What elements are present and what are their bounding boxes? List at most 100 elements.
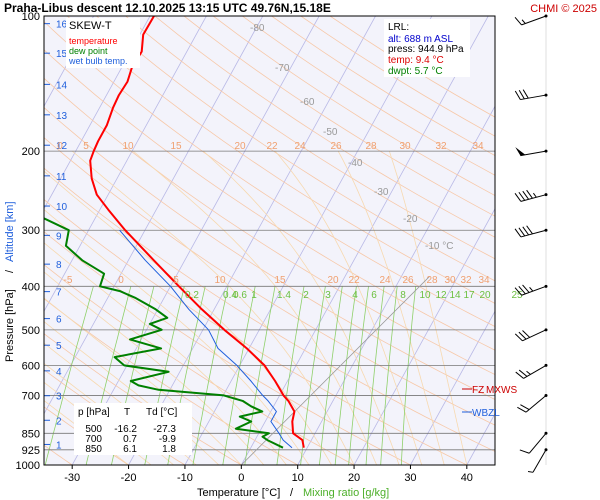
altitude-tick-label: 16 — [56, 20, 68, 31]
moist-adiabat-label: -5 — [64, 275, 73, 286]
moist-adiabat-label: 34 — [472, 141, 484, 152]
wind-barb-feather — [526, 225, 533, 235]
y-axis-title: Pressure [hPa] / Altitude [km] — [4, 201, 16, 362]
y-axis-label-altitude: Altitude [km] — [4, 201, 16, 262]
wind-barb-shaft — [520, 229, 547, 238]
wind-barb — [514, 14, 548, 26]
legend-item-temperature: temperature — [69, 36, 118, 46]
mixing-ratio-label: 10 — [419, 290, 431, 301]
wind-barb-feather — [518, 369, 528, 377]
dry-adiabat-label: -30 — [374, 187, 389, 198]
wind-barb-flag — [515, 147, 526, 156]
x-tick-label: 20 — [348, 472, 360, 484]
isotherm-line — [44, 16, 94, 108]
wind-barb-dot — [544, 448, 548, 452]
legend-title: SKEW-T — [69, 20, 112, 32]
guide-lines — [241, 276, 430, 465]
wind-barb-shaft — [522, 329, 547, 342]
wind-barb-feather — [517, 406, 527, 413]
table-row-p: 500 — [85, 424, 102, 435]
wind-barb-feather — [520, 404, 530, 411]
mixing-ratio-label: 17 — [463, 290, 475, 301]
moist-adiabat-label: 24 — [294, 141, 306, 152]
table-row-p: 850 — [85, 444, 102, 455]
legend-item-dew-point: dew point — [69, 46, 108, 56]
mixing-ratio-label: 3 — [325, 290, 331, 301]
isotherm-line — [44, 16, 264, 415]
lrl-title: LRL: — [388, 22, 409, 33]
table-row-td: -9.9 — [159, 434, 177, 445]
x-axis-label-mixing: Mixing ratio [g/kg] — [303, 487, 389, 499]
dry-adiabat-label: -20 — [403, 214, 418, 225]
altitude-tick-label: 8 — [56, 260, 62, 271]
moist-adiabat-label: 28 — [365, 141, 377, 152]
y-axis-separator: / — [4, 269, 16, 273]
moist-adiabat-label: 22 — [266, 141, 278, 152]
wind-barb-shaft — [520, 94, 547, 101]
wind-barb — [517, 393, 548, 413]
wind-barb-feather — [518, 90, 525, 100]
x-axis-title: Temperature [°C] / Mixing ratio [g/kg] — [197, 487, 389, 499]
wind-barb-dot — [544, 284, 548, 288]
mixing-ratio-label: 1.4 — [277, 290, 291, 301]
lrl-temp: temp: 9.4 °C — [388, 55, 444, 66]
moist-adiabat-label: 30 — [444, 275, 456, 286]
sounding-series — [44, 16, 305, 449]
mixing-ratio-label: 1 — [251, 290, 257, 301]
wind-barb-dot — [544, 431, 548, 435]
moist-adiabat-label: 5 — [83, 141, 89, 152]
x-tick-label: -20 — [121, 472, 137, 484]
wind-barb-half — [521, 19, 526, 24]
wind-barb-half — [526, 370, 531, 375]
wind-barbs — [514, 14, 548, 473]
moist-adiabat-label: 20 — [234, 141, 246, 152]
moist-adiabat-label: 32 — [460, 275, 472, 286]
isotherm-line — [297, 105, 495, 465]
moist-adiabat-label: 32 — [435, 141, 447, 152]
x-tick-label: -30 — [64, 472, 80, 484]
dry-adiabat-label: -70 — [275, 63, 290, 74]
marker-mxws: MXWS — [486, 385, 517, 396]
x-axis-label: Temperature [°C] — [197, 487, 280, 499]
wind-barb-shaft — [521, 15, 547, 26]
lrl-box: LRL: alt: 688 m ASL press: 944.9 hPa tem… — [384, 19, 470, 77]
wind-barb-dot — [544, 14, 548, 18]
chart-title: Praha-Libus descent 12.10.2025 13:15 UTC… — [4, 1, 331, 15]
dry-adiabat-line — [183, 16, 495, 217]
pressure-tick-label: 100 — [22, 11, 40, 23]
altitude-tick-label: 6 — [56, 315, 62, 326]
altitude-tick-label: 5 — [56, 341, 62, 352]
wind-barb — [514, 89, 548, 101]
wind-barb-feather — [522, 89, 529, 99]
dry-adiabat-label: -80 — [250, 23, 265, 34]
lrl-press: press: 944.9 hPa — [388, 44, 464, 55]
dry-adiabat-label: -10 °C — [425, 241, 453, 252]
mixing-ratio-label: 0.6 — [233, 290, 247, 301]
isotherm-line — [44, 16, 207, 313]
wind-barb-feather — [514, 90, 521, 100]
mixing-ratio-label: 2 — [303, 290, 309, 301]
series-line-dew-point — [44, 217, 284, 449]
wind-barb-half — [527, 471, 534, 473]
wind-barb-dot — [544, 228, 548, 232]
wind-barb — [514, 189, 548, 202]
marker-wbzl: WBZL — [472, 408, 500, 419]
altitude-tick-label: 1 — [56, 440, 62, 451]
wind-barb-feather — [522, 284, 530, 293]
pressure-tick-label: 850 — [22, 428, 40, 440]
wind-barb-feather — [522, 226, 530, 236]
wind-barb-feather — [518, 191, 526, 201]
table-row-t: 0.7 — [123, 434, 137, 445]
dry-adiabat-line — [125, 16, 495, 260]
moist-adiabat-label: 15 — [274, 275, 286, 286]
altitude-tick-label: 11 — [56, 172, 67, 183]
mixing-ratio-label: 6 — [371, 290, 377, 301]
wind-barb-feather — [519, 449, 530, 454]
wind-barb-feather — [518, 227, 526, 237]
moist-adiabat-label: 20 — [327, 275, 339, 286]
mixing-ratio-label: 25 — [511, 290, 523, 301]
wind-barb-dot — [544, 363, 548, 367]
mixing-ratio-label: 20 — [479, 290, 491, 301]
isotherm-line — [44, 16, 151, 210]
